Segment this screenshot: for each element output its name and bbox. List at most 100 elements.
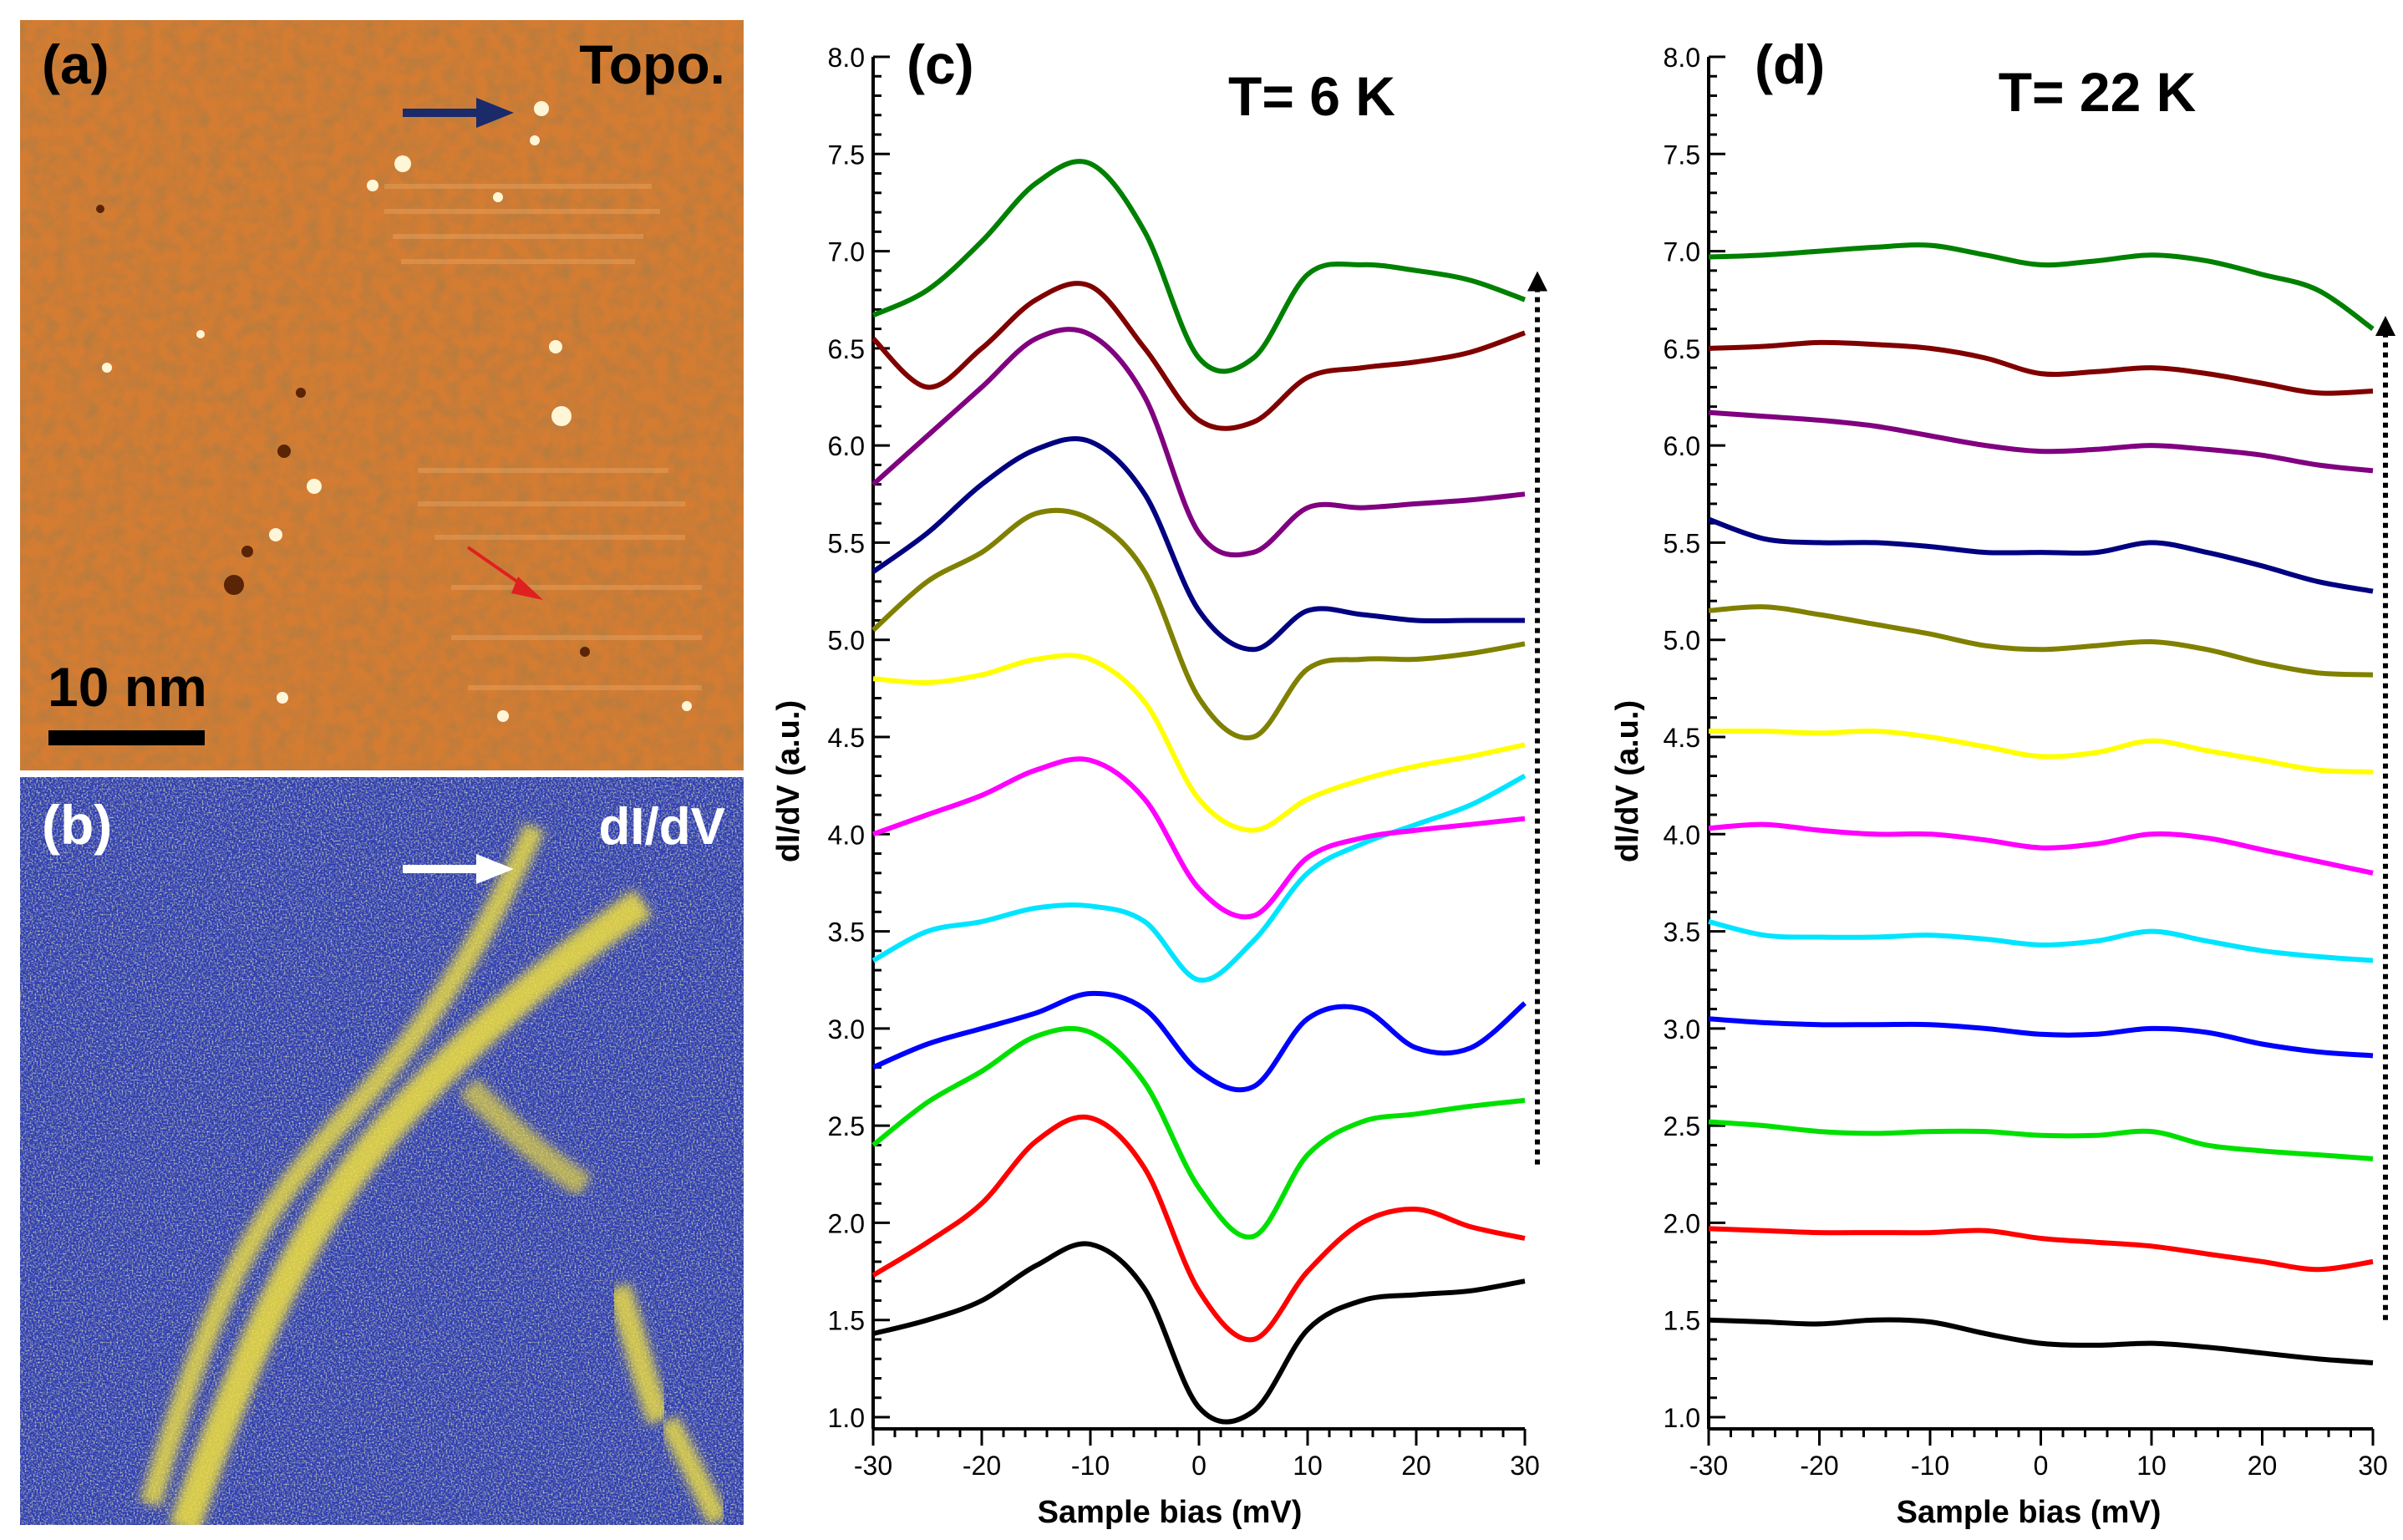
y-tick-label-d: 7.0 xyxy=(1664,237,1700,267)
topo-bright-spots xyxy=(102,101,692,722)
topo-dark-spots xyxy=(96,205,590,657)
x-tick-label-c: -30 xyxy=(854,1451,892,1481)
y-tick-label-c: 6.0 xyxy=(828,431,865,461)
y-tick-label-c: 7.0 xyxy=(828,237,865,267)
topo-image xyxy=(20,20,744,770)
didv-stripe-1 xyxy=(169,889,653,1525)
x-tick-label-c: 0 xyxy=(1191,1451,1207,1481)
series-line-c-navy xyxy=(871,436,1525,653)
topo-arrow-red-icon xyxy=(511,577,543,600)
y-tick-label-c: 3.0 xyxy=(828,1014,865,1044)
y-tick-label-c: 2.0 xyxy=(828,1208,865,1238)
panel-b-label: (b) xyxy=(42,794,112,856)
y-tick-label-c: 4.0 xyxy=(828,820,865,850)
series-line-d-darkgreen xyxy=(1708,242,2375,332)
panel-a-tag: Topo. xyxy=(579,33,725,95)
x-tick-label-d: 0 xyxy=(2034,1451,2049,1481)
y-tick-label-c: 7.5 xyxy=(828,140,865,170)
series-line-c-green xyxy=(871,1025,1526,1240)
y-tick-label-d: 2.5 xyxy=(1664,1111,1700,1141)
x-tick-label-c: -20 xyxy=(963,1451,1001,1481)
didv-stripe-5 xyxy=(658,1415,729,1525)
series-line-d-blue xyxy=(1708,1016,2374,1059)
series-line-d-magenta xyxy=(1708,821,2374,876)
panel-c-label: (c) xyxy=(907,33,974,95)
x-tick-label-c: 20 xyxy=(1401,1451,1431,1481)
x-tick-label-d: -20 xyxy=(1800,1451,1838,1481)
y-tick-label-d: 8.0 xyxy=(1664,43,1700,73)
y-tick-label-d: 3.0 xyxy=(1664,1014,1700,1044)
y-tick-label-d: 5.5 xyxy=(1664,528,1700,558)
y-tick-label-d: 2.0 xyxy=(1664,1208,1700,1238)
y-tick-label-d: 5.0 xyxy=(1664,626,1700,656)
y-tick-label-d: 3.5 xyxy=(1664,917,1700,948)
y-tick-label-c: 8.0 xyxy=(828,43,865,73)
y-tick-label-c: 1.0 xyxy=(828,1403,865,1433)
series-line-c-cyan xyxy=(871,773,1527,983)
series-line-d-yellow xyxy=(1708,728,2374,775)
series-line-d-red xyxy=(1708,1226,2374,1273)
arrow-up-icon-c xyxy=(1527,271,1547,292)
series-line-d-navy xyxy=(1707,516,2374,594)
x-axis-title-c: Sample bias (mV) xyxy=(1038,1495,1303,1530)
y-tick-label-d: 1.0 xyxy=(1664,1403,1700,1433)
scale-bar xyxy=(48,730,205,745)
didv-stripe-3 xyxy=(459,1077,592,1197)
y-axis-title-d: dI/dV (a.u.) xyxy=(1610,700,1645,862)
series-line-c-black xyxy=(872,1241,1526,1425)
y-tick-label-c: 6.5 xyxy=(828,334,865,364)
series-line-d-olive xyxy=(1708,604,2374,678)
y-tick-label-c: 4.5 xyxy=(828,723,865,753)
y-tick-label-d: 4.5 xyxy=(1664,723,1700,753)
chart-d: (d) T= 22 K Sample bias (mV) dI/dV (a.u.… xyxy=(1610,33,2395,1530)
y-tick-label-c: 1.5 xyxy=(828,1306,865,1336)
x-tick-label-d: -30 xyxy=(1689,1451,1728,1481)
series-line-c-purple xyxy=(871,327,1526,558)
series-line-c-olive xyxy=(871,507,1526,740)
y-tick-label-c: 3.5 xyxy=(828,917,865,948)
y-tick-label-c: 5.5 xyxy=(828,528,865,558)
panel-b-tag: dI/dV xyxy=(598,798,725,856)
didv-stripe-4 xyxy=(606,1283,672,1426)
y-tick-label-c: 2.5 xyxy=(828,1111,865,1141)
chart-c: (c) T= 6 K Sample bias (mV) dI/dV (a.u.)… xyxy=(771,33,1547,1530)
series-line-c-maroon xyxy=(871,281,1527,431)
x-tick-label-d: 30 xyxy=(2358,1451,2388,1481)
y-tick-label-d: 6.5 xyxy=(1664,334,1700,364)
series-line-c-blue xyxy=(871,990,1527,1093)
didv-image xyxy=(20,777,744,1525)
topo-arrow-navy-icon xyxy=(476,98,514,128)
x-axis-title-d: Sample bias (mV) xyxy=(1897,1495,2162,1530)
y-tick-label-d: 6.0 xyxy=(1664,431,1700,461)
series-line-d-green xyxy=(1708,1119,2374,1161)
x-tick-label-d: -10 xyxy=(1911,1451,1949,1481)
x-tick-label-c: 30 xyxy=(1510,1451,1540,1481)
topo-stripes xyxy=(384,184,702,690)
series-line-d-cyan xyxy=(1708,918,2374,963)
didv-stripe-2 xyxy=(140,822,545,1507)
arrow-up-icon-d xyxy=(2375,315,2395,336)
y-tick-label-d: 1.5 xyxy=(1664,1306,1700,1336)
series-line-d-maroon xyxy=(1708,339,2374,396)
didv-arrow-white-icon xyxy=(476,854,514,884)
y-tick-label-c: 5.0 xyxy=(828,626,865,656)
panel-c-title: T= 6 K xyxy=(1228,65,1395,127)
panel-d-label: (d) xyxy=(1755,33,1825,95)
x-tick-label-c: -10 xyxy=(1071,1451,1110,1481)
y-tick-label-d: 4.0 xyxy=(1664,820,1700,850)
x-tick-label-d: 10 xyxy=(2136,1451,2167,1481)
y-axis-title-c: dI/dV (a.u.) xyxy=(771,700,806,862)
topo-texture xyxy=(20,20,744,770)
panel-a-label: (a) xyxy=(42,33,109,95)
series-line-c-red xyxy=(871,1114,1526,1343)
panel-d-title: T= 22 K xyxy=(1999,61,2197,123)
series-line-c-yellow xyxy=(872,653,1526,833)
series-line-d-black xyxy=(1708,1317,2374,1365)
x-tick-label-c: 10 xyxy=(1293,1451,1323,1481)
series-line-d-purple xyxy=(1708,409,2374,474)
series-line-c-darkgreen xyxy=(871,159,1527,374)
y-tick-label-d: 7.5 xyxy=(1664,140,1700,170)
scale-bar-label: 10 nm xyxy=(48,656,207,718)
series-line-c-magenta xyxy=(871,756,1526,920)
